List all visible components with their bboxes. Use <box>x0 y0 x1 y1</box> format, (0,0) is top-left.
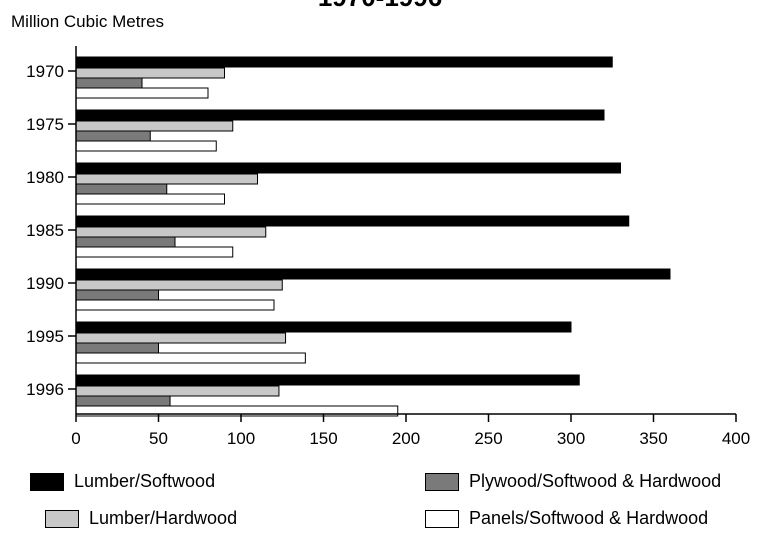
bar-1996-series-0 <box>75 374 580 386</box>
x-tick-label: 400 <box>722 429 750 448</box>
bar-1970-series-1 <box>75 67 225 79</box>
bar-1990-series-2 <box>75 289 159 301</box>
legend-item-plywood: Plywood/Softwood & Hardwood <box>425 471 721 492</box>
bar-1985-series-1 <box>75 226 267 238</box>
x-tick-label: 200 <box>392 429 420 448</box>
x-tick-label: 150 <box>309 429 337 448</box>
legend-item-lumber-softwood: Lumber/Softwood <box>30 471 215 492</box>
bar-1995-series-2 <box>75 342 159 354</box>
bars-layer <box>75 56 671 417</box>
legend-item-panels: Panels/Softwood & Hardwood <box>425 508 708 529</box>
x-tick-label: 0 <box>71 429 80 448</box>
bar-1995-series-1 <box>75 332 287 344</box>
legend-item-lumber-hardwood: Lumber/Hardwood <box>45 508 237 529</box>
bar-1990-series-0 <box>75 268 671 280</box>
bar-1996-series-2 <box>75 395 171 407</box>
bar-1975-series-1 <box>75 120 234 132</box>
legend-swatch <box>425 509 459 528</box>
bar-1975-series-3 <box>75 140 217 152</box>
legend-label: Panels/Softwood & Hardwood <box>469 508 709 528</box>
y-tick-label: 1995 <box>26 327 64 346</box>
legend-label: Plywood/Softwood & Hardwood <box>469 471 722 491</box>
legend-label: Lumber/Softwood <box>74 471 216 491</box>
y-axis-title: Million Cubic Metres <box>11 12 164 31</box>
bar-1990-series-3 <box>75 299 275 311</box>
legend-label: Lumber/Hardwood <box>89 508 238 528</box>
bar-1985-series-0 <box>75 215 630 227</box>
bar-1980-series-1 <box>75 173 258 185</box>
chart-title: 1970-1996 <box>318 0 442 12</box>
y-tick-label: 1990 <box>26 274 64 293</box>
bar-1970-series-2 <box>75 77 143 89</box>
bar-1970-series-3 <box>75 87 209 99</box>
legend-swatch <box>30 472 64 491</box>
bar-1996-series-1 <box>75 385 280 397</box>
legend-swatch <box>425 472 459 491</box>
x-tick-label: 250 <box>474 429 502 448</box>
bar-1975-series-0 <box>75 109 605 121</box>
y-tick-label: 1975 <box>26 115 64 134</box>
y-tick-label: 1985 <box>26 221 64 240</box>
bar-1980-series-2 <box>75 183 168 195</box>
y-tick-label: 1970 <box>26 62 64 81</box>
bar-1995-series-0 <box>75 321 572 333</box>
x-tick-label: 100 <box>227 429 255 448</box>
bar-1985-series-3 <box>75 246 234 258</box>
y-tick-label: 1980 <box>26 168 64 187</box>
x-tick-label: 350 <box>639 429 667 448</box>
bar-1980-series-3 <box>75 193 225 205</box>
axes-layer: 1970 1975 1980 1985 1990 1995 1996 0 50 100 150 200… <box>26 46 750 448</box>
y-tick-label: 1996 <box>26 380 64 399</box>
bar-1985-series-2 <box>75 236 176 248</box>
bar-1980-series-0 <box>75 162 621 174</box>
bar-1995-series-3 <box>75 352 306 364</box>
x-tick-label: 50 <box>149 429 168 448</box>
bar-1990-series-1 <box>75 279 283 291</box>
bar-1970-series-0 <box>75 56 613 68</box>
bar-1975-series-2 <box>75 130 151 142</box>
x-tick-label: 300 <box>557 429 585 448</box>
legend-swatch <box>45 509 79 528</box>
